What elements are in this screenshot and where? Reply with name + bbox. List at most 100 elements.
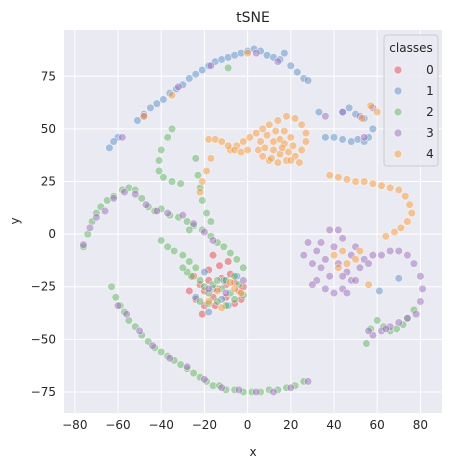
scatter-point bbox=[297, 120, 306, 129]
scatter-point bbox=[368, 251, 377, 260]
scatter-point bbox=[394, 246, 403, 256]
scatter-point bbox=[167, 124, 177, 134]
x-tick-label: 80 bbox=[413, 418, 428, 432]
scatter-point bbox=[321, 133, 330, 142]
scatter-point bbox=[329, 133, 339, 142]
scatter-point bbox=[364, 326, 373, 336]
scatter-point bbox=[401, 192, 410, 201]
y-tick-label: 50 bbox=[41, 122, 56, 136]
scatter-point bbox=[221, 288, 231, 298]
scatter-point bbox=[213, 276, 222, 285]
scatter-point bbox=[157, 236, 166, 245]
legend-marker bbox=[393, 65, 403, 75]
scatter-point bbox=[202, 166, 211, 176]
scatter-point bbox=[342, 259, 352, 268]
scatter-point bbox=[373, 107, 382, 117]
scatter-point bbox=[204, 284, 213, 293]
scatter-point bbox=[206, 154, 215, 163]
scatter-point bbox=[230, 284, 239, 293]
plot-background bbox=[64, 30, 442, 413]
legend-entry-label: 2 bbox=[426, 105, 434, 119]
x-tick-label: −40 bbox=[149, 418, 174, 432]
scatter-point bbox=[120, 187, 129, 197]
scatter-point bbox=[193, 171, 203, 180]
scatter-point bbox=[159, 95, 168, 104]
scatter-point bbox=[373, 316, 382, 325]
scatter-point bbox=[284, 147, 293, 157]
scatter-point bbox=[416, 297, 425, 306]
scatter-point bbox=[243, 49, 252, 58]
scatter-point bbox=[342, 288, 352, 298]
scatter-point bbox=[198, 196, 207, 205]
scatter-point bbox=[301, 129, 311, 138]
scatter-point bbox=[107, 282, 116, 291]
scatter-point bbox=[213, 297, 222, 306]
scatter-point bbox=[204, 307, 213, 317]
legend-entry-label: 0 bbox=[426, 63, 434, 77]
scatter-point bbox=[334, 173, 343, 182]
scatter-point bbox=[325, 171, 334, 180]
y-axis-label: y bbox=[8, 217, 22, 224]
scatter-point bbox=[342, 175, 352, 184]
scatter-point bbox=[174, 82, 183, 91]
scatter-point bbox=[312, 246, 321, 256]
scatter-point bbox=[273, 116, 282, 125]
scatter-point bbox=[204, 297, 213, 306]
scatter-point bbox=[351, 177, 360, 186]
scatter-point bbox=[185, 74, 194, 83]
x-tick-label: −80 bbox=[62, 418, 87, 432]
scatter-point bbox=[215, 261, 224, 270]
scatter-point bbox=[282, 112, 291, 121]
scatter-point bbox=[163, 208, 172, 218]
scatter-point bbox=[234, 385, 244, 394]
scatter-point bbox=[109, 137, 118, 146]
scatter-point bbox=[334, 225, 343, 235]
scatter-point bbox=[185, 257, 194, 266]
scatter-point bbox=[351, 276, 360, 285]
scatter-point bbox=[243, 145, 252, 155]
x-axis-label: x bbox=[249, 445, 256, 459]
y-axis-ticks: −75 −50 −25 0 25 50 75 bbox=[31, 69, 56, 399]
scatter-point bbox=[239, 276, 248, 285]
scatter-point bbox=[198, 177, 207, 186]
scatter-point bbox=[146, 103, 155, 112]
scatter-point bbox=[286, 383, 295, 392]
scatter-point bbox=[100, 206, 110, 216]
legend-marker bbox=[393, 86, 403, 96]
scatter-point bbox=[321, 284, 330, 293]
scatter-point bbox=[260, 143, 269, 152]
legend-entry-label: 1 bbox=[426, 84, 434, 98]
scatter-point bbox=[157, 347, 166, 357]
scatter-point bbox=[271, 126, 280, 136]
scatter-point bbox=[185, 286, 194, 296]
scatter-point bbox=[325, 225, 334, 235]
scatter-point bbox=[139, 112, 149, 121]
scatter-point bbox=[135, 326, 144, 336]
scatter-point bbox=[269, 387, 278, 397]
scatter-point bbox=[403, 314, 412, 323]
scatter-point bbox=[105, 143, 114, 152]
scatter-point bbox=[381, 232, 390, 241]
scatter-point bbox=[224, 257, 233, 266]
scatter-point bbox=[303, 76, 313, 85]
scatter-point bbox=[226, 278, 235, 287]
scatter-point bbox=[230, 295, 239, 304]
scatter-point bbox=[368, 124, 377, 134]
scatter-point bbox=[375, 286, 384, 296]
scatter-point bbox=[159, 173, 168, 182]
scatter-point bbox=[191, 154, 200, 163]
x-tick-label: −60 bbox=[105, 418, 130, 432]
scatter-point bbox=[224, 141, 233, 150]
scatter-point bbox=[364, 280, 373, 289]
scatter-point bbox=[208, 251, 218, 260]
scatter-point bbox=[167, 177, 177, 186]
scatter-point bbox=[299, 251, 308, 260]
scatter-point bbox=[314, 107, 323, 117]
scatter-point bbox=[252, 49, 261, 58]
scatter-point bbox=[133, 116, 142, 125]
scatter-point bbox=[377, 251, 386, 260]
scatter-point bbox=[403, 251, 412, 260]
scatter-point bbox=[308, 280, 317, 289]
scatter-point bbox=[252, 387, 261, 397]
scatter-point bbox=[418, 284, 427, 293]
